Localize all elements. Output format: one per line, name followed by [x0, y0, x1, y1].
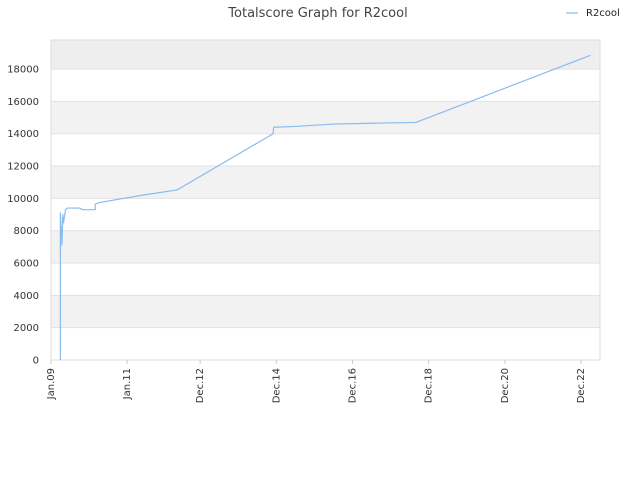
y-tick-label: 18000 [7, 65, 39, 76]
plot-frame [50, 39, 601, 361]
legend-label-r2cool: R2cool [586, 8, 620, 19]
y-tick-label: 16000 [7, 97, 39, 108]
plot-band [51, 230, 600, 264]
x-tick-label: Dec.20 [500, 368, 511, 403]
plot-band [51, 198, 600, 231]
y-axis-ticks: 0 2000 4000 6000 8000 10000 12000 14000 16000 180… [7, 65, 39, 367]
y-tick-label: 8000 [14, 226, 39, 237]
y-tick-label: 0 [33, 356, 39, 367]
series-layer [59, 54, 591, 360]
x-tick-label: Jan.09 [46, 368, 57, 400]
y-tick-label: 12000 [7, 162, 39, 173]
x-tick-label: Jan.11 [122, 368, 133, 400]
y-tick-label: 4000 [14, 291, 39, 302]
y-tick-label: 14000 [7, 129, 39, 140]
plot-band [51, 133, 600, 167]
x-tick-label: Dec.16 [348, 368, 359, 403]
plot-band [51, 295, 600, 328]
x-tick-label: Dec.14 [271, 368, 282, 403]
plot-band [51, 101, 600, 134]
x-axis-ticks: Jan.09 Jan.11 Dec.12 Dec.14 Dec.16 Dec.18 Dec.… [46, 360, 587, 403]
plot-band [51, 40, 600, 70]
plot-band [51, 166, 600, 199]
plot-band [51, 69, 600, 102]
plot-band [51, 327, 600, 360]
chart-title: Totalscore Graph for R2cool [227, 6, 407, 21]
series-line-r2cool [59, 54, 591, 360]
y-tick-label: 10000 [7, 194, 39, 205]
x-tick-label: Dec.12 [195, 368, 206, 403]
x-tick-label: Dec.22 [576, 368, 587, 403]
y-tick-label: 2000 [14, 323, 39, 334]
legend: R2cool [566, 8, 620, 19]
plot-band [51, 263, 600, 296]
y-tick-label: 6000 [14, 259, 39, 270]
plot-bands [51, 40, 600, 360]
x-tick-label: Dec.18 [424, 368, 435, 403]
